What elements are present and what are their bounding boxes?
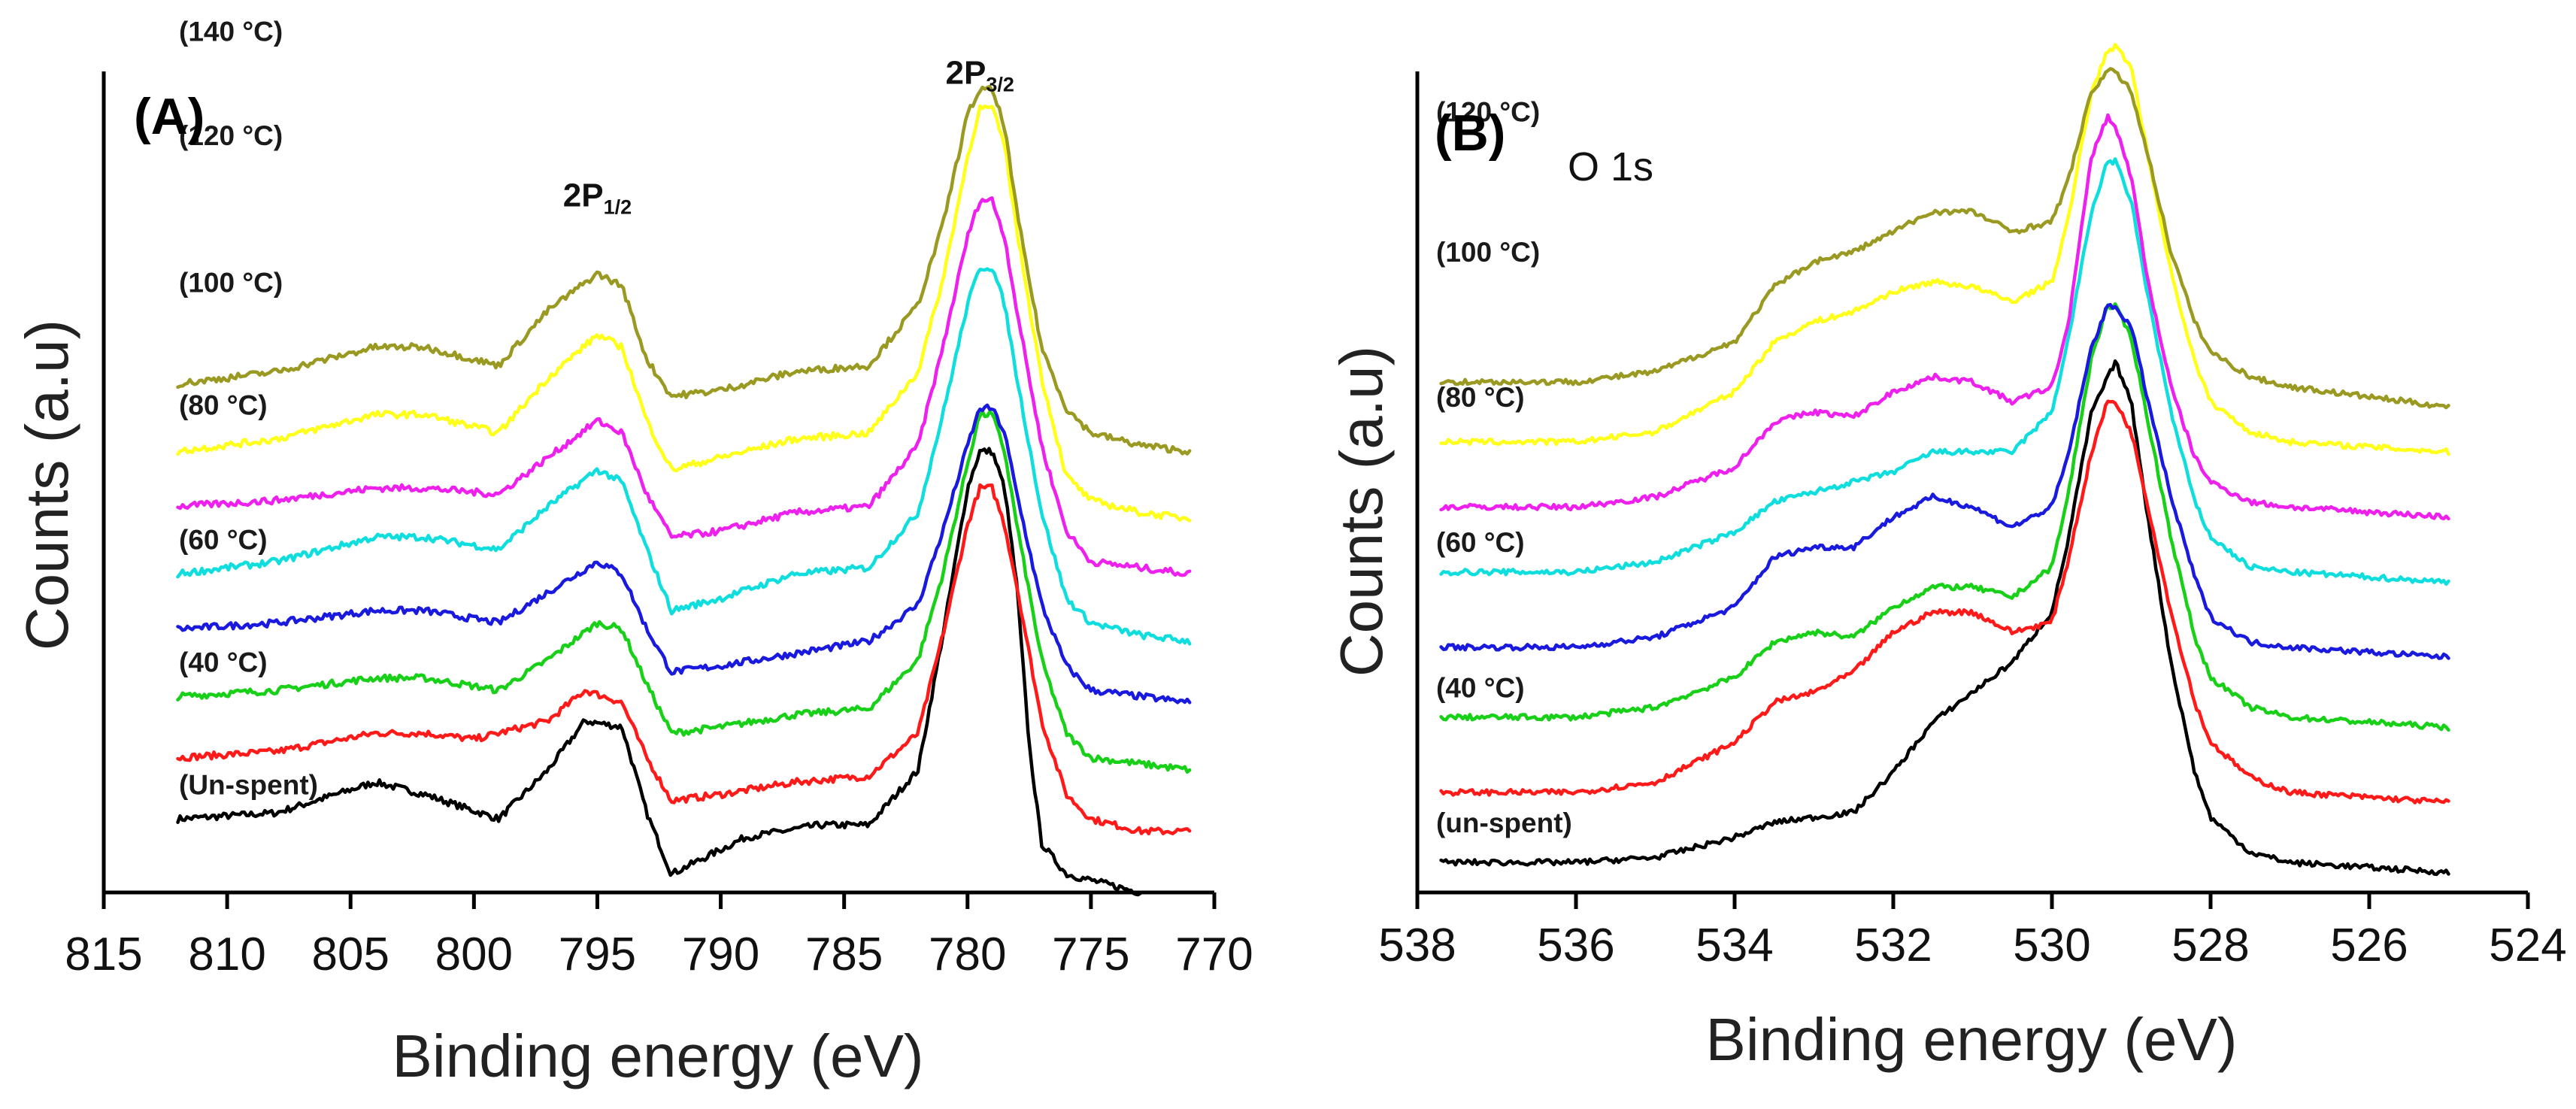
- series-label: (140 °C): [179, 16, 283, 47]
- x-tick-label: 534: [1696, 920, 1773, 971]
- panel-a-series-labels: (Un-spent) (40 °C) (60 °C) (80 °C) (100 °C) (…: [179, 16, 318, 801]
- panel-a-traces: [176, 84, 1192, 897]
- x-tick-label: 538: [1378, 920, 1456, 971]
- series-label: (60 °C): [1436, 527, 1525, 558]
- x-tick-label: 532: [1854, 920, 1932, 971]
- panel-a-x-ticks: 815 810 805 800 795 790 785 780 775 770: [65, 892, 1253, 980]
- panel-b-chart: (un-spent) (40 °C) (60 °C) (80 °C) (100 °C) (…: [1328, 43, 2567, 1073]
- series-line-140-c: [176, 104, 1192, 523]
- panel-b-series-labels: (un-spent) (40 °C) (60 °C) (80 °C) (100 °C) (…: [1436, 97, 1572, 838]
- x-tick-label: 790: [682, 929, 759, 980]
- series-line-120-c: [1439, 113, 2450, 521]
- series-line-120-c: [176, 195, 1192, 577]
- series-line-100-c: [176, 267, 1192, 646]
- series-label: (100 °C): [1436, 237, 1540, 268]
- x-tick-label: 805: [311, 929, 389, 980]
- x-tick-label: 524: [2489, 920, 2566, 971]
- series-line-60-c: [1439, 302, 2450, 732]
- series-label: (120 °C): [179, 120, 283, 151]
- x-tick-label: 780: [929, 929, 1006, 980]
- panel-b-o1s-annotation: O 1s: [1568, 144, 1653, 189]
- panel-b-x-axis-title: Binding energy (eV): [1705, 1006, 2237, 1073]
- series-line-160-c: [176, 84, 1192, 456]
- series-line-40-c: [1439, 399, 2450, 804]
- panel-b-y-axis-title: Counts (a.u): [1328, 346, 1395, 677]
- x-tick-label: 800: [435, 929, 513, 980]
- series-label: (40 °C): [1436, 672, 1525, 703]
- series-line-140-c: [1439, 43, 2450, 456]
- x-tick-label: 536: [1537, 920, 1614, 971]
- series-line-un-spent: [1439, 359, 2450, 877]
- series-label: (120 °C): [1436, 97, 1540, 128]
- x-tick-label: 810: [188, 929, 265, 980]
- peak-annotation: 2P3/2: [946, 54, 1014, 95]
- x-tick-label: 785: [805, 929, 883, 980]
- panel-b-traces: [1439, 43, 2450, 877]
- series-line-160-c: [1439, 67, 2450, 410]
- panel-a-letter: (A): [134, 88, 205, 145]
- series-label: (Un-spent): [179, 770, 318, 801]
- series-line-40-c: [176, 483, 1192, 836]
- series-label: (60 °C): [179, 525, 268, 556]
- series-label: (100 °C): [179, 267, 283, 298]
- x-tick-label: 775: [1052, 929, 1129, 980]
- series-label: (80 °C): [1436, 382, 1525, 413]
- peak-annotation: 2P1/2: [563, 177, 632, 218]
- panel-a-x-axis-title: Binding energy (eV): [392, 1023, 923, 1089]
- x-tick-label: 530: [2013, 920, 2090, 971]
- panel-b-x-ticks: 538 536 534 532 530 528 526 524: [1378, 892, 2567, 971]
- series-line-100-c: [1439, 157, 2450, 586]
- series-line-80-c: [1439, 302, 2450, 660]
- series-line-80-c: [176, 403, 1192, 704]
- x-tick-label: 526: [2330, 920, 2408, 971]
- series-line-un-spent: [176, 447, 1142, 897]
- x-tick-label: 528: [2171, 920, 2249, 971]
- panel-a-peak-annotations: 2P1/2 2P3/2: [563, 54, 1014, 218]
- x-tick-label: 770: [1175, 929, 1253, 980]
- series-label: (un-spent): [1436, 808, 1572, 838]
- series-line-60-c: [176, 409, 1192, 774]
- x-tick-label: 795: [559, 929, 636, 980]
- panel-a-y-axis-title: Counts (a.u): [14, 320, 80, 650]
- panel-b-letter: (B): [1435, 105, 1505, 162]
- x-tick-label: 815: [65, 929, 142, 980]
- panel-a-chart: (Un-spent) (40 °C) (60 °C) (80 °C) (100 °C) (…: [14, 16, 1253, 1089]
- series-label: (40 °C): [179, 647, 268, 678]
- series-label: (80 °C): [179, 389, 268, 420]
